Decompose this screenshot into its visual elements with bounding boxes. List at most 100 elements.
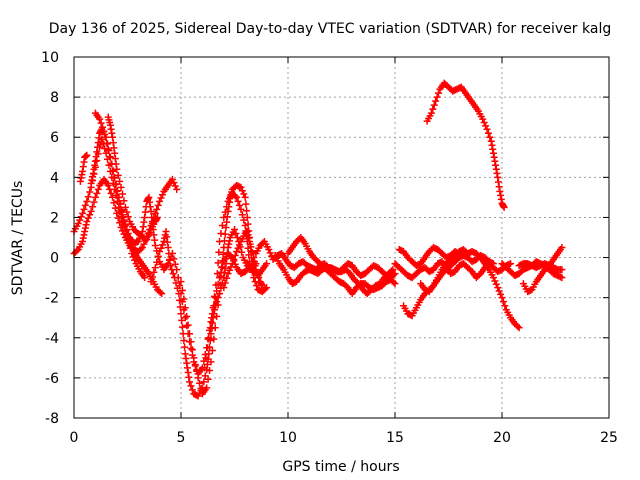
data-point [216, 290, 224, 298]
data-point [221, 208, 229, 216]
data-point [187, 338, 195, 346]
data-point [482, 122, 490, 130]
data-point [104, 181, 112, 189]
data-point [169, 270, 177, 278]
data-point [263, 260, 271, 268]
data-point [248, 248, 256, 256]
data-point [156, 288, 164, 296]
data-point [223, 203, 231, 211]
data-point [126, 244, 134, 252]
data-point [235, 241, 243, 249]
data-point [206, 324, 214, 332]
data-point [495, 287, 503, 295]
data-point [203, 384, 211, 392]
data-point [84, 193, 92, 201]
data-point [498, 294, 506, 302]
data-point [153, 213, 161, 221]
data-point [90, 198, 98, 206]
data-point [252, 266, 260, 274]
data-point [184, 321, 192, 329]
series-arc-3 [76, 151, 91, 185]
data-point [110, 174, 118, 182]
data-point [211, 292, 219, 300]
data-point [221, 279, 229, 287]
data-point [205, 350, 213, 358]
data-point [514, 322, 522, 330]
data-point [116, 177, 124, 185]
data-point [231, 192, 239, 200]
data-point [483, 125, 491, 133]
data-point [227, 263, 235, 271]
data-point [180, 336, 188, 344]
data-point [116, 199, 124, 207]
data-point [73, 247, 81, 255]
data-point [106, 185, 114, 193]
data-point [219, 250, 227, 258]
data-point [157, 194, 165, 202]
data-point [150, 268, 158, 276]
data-point [100, 127, 108, 135]
data-point [117, 223, 125, 231]
data-point [486, 133, 494, 141]
data-point [235, 201, 243, 209]
data-point [106, 153, 114, 161]
data-point [83, 197, 91, 205]
y-tick-label: 10 [41, 50, 59, 66]
data-point [156, 197, 164, 205]
data-point [124, 213, 132, 221]
data-point [187, 382, 195, 390]
data-point [433, 93, 441, 101]
data-point [190, 354, 198, 362]
data-point [234, 197, 242, 205]
x-tick-label: 0 [70, 430, 79, 446]
data-point [230, 256, 238, 264]
data-point [213, 270, 221, 278]
data-point [177, 278, 185, 286]
data-point [181, 314, 189, 322]
data-point [113, 165, 121, 173]
data-point [224, 270, 232, 278]
data-point [258, 282, 266, 290]
data-point [500, 203, 508, 211]
data-point [170, 179, 178, 187]
data-point [89, 203, 97, 211]
data-point [99, 123, 107, 131]
data-point [81, 201, 89, 209]
data-point [247, 243, 255, 251]
data-point [153, 258, 161, 266]
data-point [129, 253, 137, 261]
data-point [214, 294, 222, 302]
data-point [86, 211, 94, 219]
data-point [91, 193, 99, 201]
data-point [499, 298, 507, 306]
data-point [207, 358, 215, 366]
data-point [123, 208, 131, 216]
data-point [489, 260, 497, 268]
data-point [119, 211, 127, 219]
data-point [80, 205, 88, 213]
data-point [154, 201, 162, 209]
data-point [164, 244, 172, 252]
data-point [226, 266, 234, 274]
y-tick-label: -6 [45, 371, 59, 387]
series-arc-7 [147, 225, 260, 400]
data-point [391, 280, 399, 288]
data-point [144, 232, 152, 240]
data-point [213, 298, 221, 306]
data-marks-layer [70, 79, 566, 400]
data-point [86, 188, 94, 196]
data-point [128, 250, 136, 258]
data-point [515, 324, 523, 332]
data-point [435, 89, 443, 97]
data-point [209, 304, 217, 312]
data-point [391, 270, 399, 278]
data-point [263, 284, 271, 292]
data-point [210, 335, 218, 343]
y-tick-label: 0 [50, 251, 59, 267]
data-point [494, 284, 502, 292]
series-arc-12 [271, 252, 399, 288]
data-point [479, 115, 487, 123]
data-point [218, 257, 226, 265]
data-point [233, 234, 241, 241]
